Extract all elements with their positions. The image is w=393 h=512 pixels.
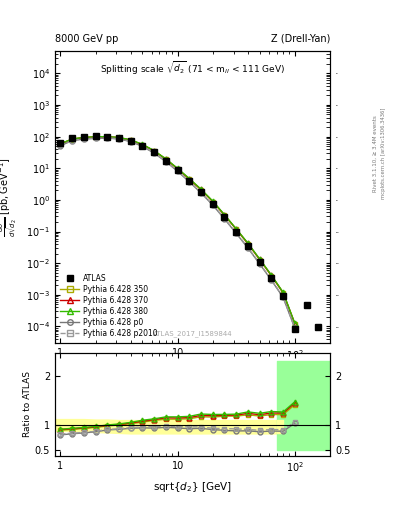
Y-axis label: $\frac{d\sigma}{d\sqrt{d_2}}\ \mathrm{[pb,GeV^{-1}]}$: $\frac{d\sigma}{d\sqrt{d_2}}\ \mathrm{[p… xyxy=(0,157,20,237)
Text: Rivet 3.1.10, ≥ 3.4M events: Rivet 3.1.10, ≥ 3.4M events xyxy=(373,115,378,192)
X-axis label: sqrt{$d_2$} [GeV]: sqrt{$d_2$} [GeV] xyxy=(153,480,232,494)
Text: Z (Drell-Yan): Z (Drell-Yan) xyxy=(271,33,330,44)
Text: mcplots.cern.ch [arXiv:1306.3436]: mcplots.cern.ch [arXiv:1306.3436] xyxy=(381,108,386,199)
Legend: ATLAS, Pythia 6.428 350, Pythia 6.428 370, Pythia 6.428 380, Pythia 6.428 p0, Py: ATLAS, Pythia 6.428 350, Pythia 6.428 37… xyxy=(59,272,159,339)
Y-axis label: Ratio to ATLAS: Ratio to ATLAS xyxy=(23,372,32,437)
Text: Splitting scale $\sqrt{d_2}$ (71 < m$_{ll}$ < 111 GeV): Splitting scale $\sqrt{d_2}$ (71 < m$_{l… xyxy=(100,60,285,77)
Text: ATLAS_2017_I1589844: ATLAS_2017_I1589844 xyxy=(153,330,232,337)
Text: 8000 GeV pp: 8000 GeV pp xyxy=(55,33,118,44)
